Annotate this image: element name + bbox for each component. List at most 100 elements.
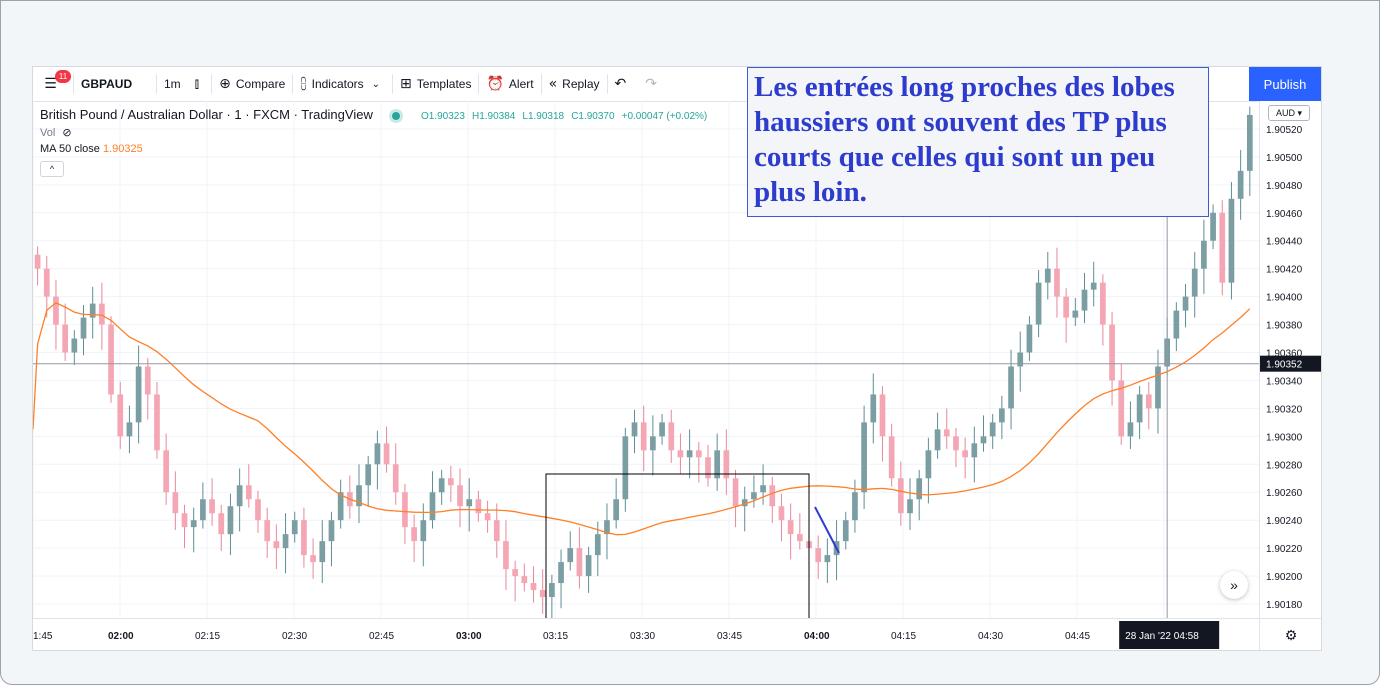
candle-body (1136, 394, 1143, 423)
templates-grid-icon: ⊞ (400, 76, 412, 92)
time-tick-label: 03:45 (717, 631, 742, 642)
candle-body (218, 513, 225, 535)
double-chevron-right-icon: » (1230, 577, 1238, 593)
chevron-down-icon: ⌄ (371, 78, 381, 90)
replay-label: Replay (562, 77, 600, 91)
compare-label: Compare (235, 77, 286, 91)
candle-body (310, 555, 316, 563)
candles-icon: ⫾ (194, 76, 200, 92)
text-annotation[interactable]: Les entrées long proches des lobes hauss… (747, 67, 1209, 217)
eye-crossed-icon[interactable]: ⊘ (62, 127, 72, 139)
candle-body (870, 394, 877, 423)
price-tick-label: 1.90420 (1266, 265, 1303, 276)
candle-body (925, 450, 932, 479)
moving-average-line (33, 302, 1251, 536)
candle-body (282, 534, 289, 549)
symbol-search-button[interactable]: GBPAUD (81, 77, 133, 91)
volume-label: Vol (40, 127, 56, 139)
candle-body (374, 443, 381, 465)
candle-body (1219, 212, 1226, 283)
price-tick-label: 1.90480 (1266, 181, 1303, 192)
candle-body (796, 534, 803, 542)
redo-button[interactable]: ↷ (638, 67, 669, 101)
chart-legend: British Pound / Australian Dollar · 1 · … (40, 107, 707, 177)
candle-body (1191, 268, 1198, 297)
candle-body (126, 422, 133, 437)
candle-body (1201, 240, 1207, 269)
toolbar-divider (392, 74, 394, 94)
drawn-trend-line (814, 506, 840, 554)
chart-type-button[interactable]: ⫾ (188, 67, 211, 101)
time-tick-label: 04:00 (804, 631, 830, 642)
currency-selector[interactable]: AUD ▾ (1268, 105, 1310, 121)
publish-button[interactable]: Publish (1249, 67, 1321, 101)
candle-body (99, 303, 105, 325)
candle-body (861, 422, 867, 493)
ma-row: MA 50 close 1.90325 (40, 141, 707, 157)
price-tick-label: 1.90180 (1266, 600, 1303, 611)
price-chart[interactable] (33, 101, 1259, 618)
compare-button[interactable]: ⊕ Compare (212, 67, 292, 101)
price-tick-label: 1.90200 (1266, 572, 1303, 583)
toolbar-divider (478, 74, 480, 94)
candle-body (980, 436, 987, 444)
price-tick-label: 1.90460 (1266, 209, 1303, 220)
candle-body (291, 520, 298, 535)
time-axis[interactable]: 1:45 02:00 02:15 02:30 02:45 03:00 03:15 03:30 0… (33, 618, 1259, 650)
candle-body (888, 436, 895, 479)
menu-button[interactable]: ☰ 11 (33, 67, 73, 101)
ma-value: 1.90325 (102, 143, 143, 155)
candle-body (953, 436, 959, 451)
time-tick-label: 03:15 (543, 631, 568, 642)
candle-body (1054, 268, 1060, 297)
candle-body (245, 485, 252, 500)
replay-button[interactable]: « Replay (542, 67, 607, 101)
current-price-tag (1260, 355, 1321, 372)
undo-button[interactable]: ↶ (608, 67, 639, 101)
templates-label: Templates (416, 77, 472, 91)
candle-body (686, 450, 693, 458)
volume-row: Vol ⊘ (40, 125, 707, 141)
price-axis[interactable]: AUD ▾ 1.90520 1.90500 1.90480 1.90460 1.9044… (1259, 101, 1321, 618)
candle-body (448, 478, 454, 486)
candle-body (503, 541, 509, 570)
time-tick-label: 04:30 (978, 631, 1003, 642)
candle-body (815, 548, 822, 563)
candle-body (209, 499, 215, 514)
chart-settings-button[interactable]: ⚙ (1259, 618, 1321, 650)
redo-icon: ↷ (645, 76, 657, 92)
candle-body (741, 499, 748, 507)
candle-body (1173, 310, 1180, 339)
interval-button[interactable]: 1m (164, 77, 181, 91)
indicators-icon: ⩉ (300, 76, 307, 92)
candle-body (1145, 394, 1152, 409)
candle-body (512, 569, 518, 577)
tradingview-widget: ☰ 11 GBPAUD 1m ⫾ ⊕ Compare ⩉ Indicators … (32, 66, 1322, 651)
candle-body (53, 296, 59, 325)
time-tick-label: 02:30 (282, 631, 307, 642)
candle-body (1210, 212, 1216, 241)
candle-body (732, 478, 739, 507)
current-price-label: 1.90352 (1266, 360, 1303, 371)
time-tick-label: 02:15 (195, 631, 220, 642)
templates-button[interactable]: ⊞ Templates (393, 67, 478, 101)
indicators-button[interactable]: ⩉ Indicators ⌄ (293, 67, 392, 101)
price-tick-label: 1.90520 (1266, 125, 1303, 136)
candle-body (1109, 324, 1115, 381)
candle-body (34, 254, 41, 269)
toolbar-divider (292, 74, 294, 94)
time-axis-labels: 1:45 02:00 02:15 02:30 02:45 03:00 03:15 03:30 0… (33, 621, 1220, 649)
collapse-legend-button[interactable]: ^ (40, 161, 64, 177)
toolbar-divider (606, 74, 608, 94)
alert-button[interactable]: ⏰ Alert (479, 67, 540, 101)
candle-body (80, 317, 87, 339)
candle-body (1026, 324, 1033, 353)
candle-body (631, 422, 638, 437)
scroll-to-realtime-button[interactable]: » (1220, 571, 1248, 599)
price-tick-label: 1.90300 (1266, 432, 1303, 443)
candle-body (650, 436, 656, 451)
candle-body (328, 520, 335, 542)
candle-body (392, 464, 399, 493)
candle-body (1118, 380, 1125, 437)
